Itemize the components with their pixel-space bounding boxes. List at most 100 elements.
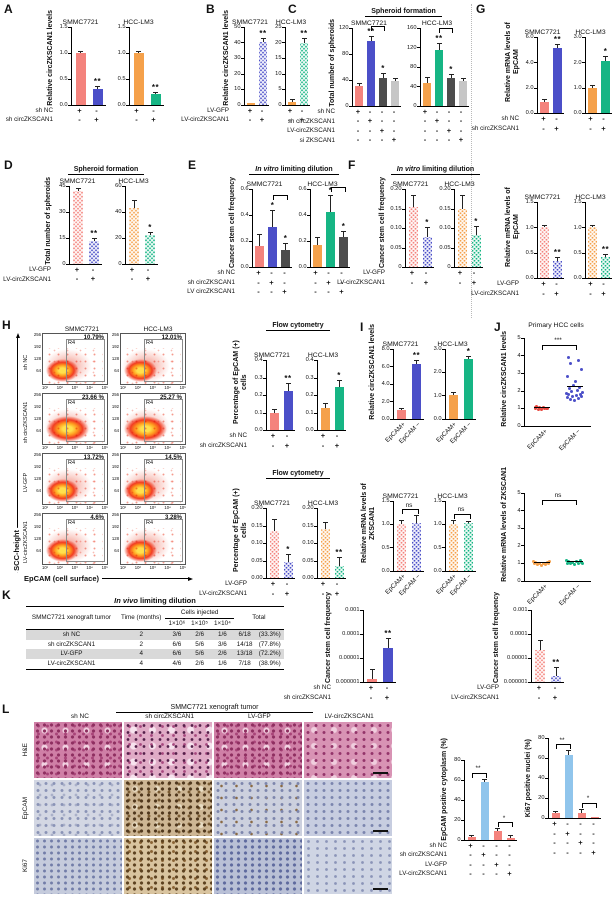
flow-plot: R4 10.79% bbox=[42, 333, 108, 385]
chart-group-title: Spheroid formation bbox=[54, 166, 158, 177]
plot-wrap: 0 20 40 60 80 ** * bbox=[534, 736, 601, 821]
spacer bbox=[338, 136, 352, 144]
tick-mark bbox=[241, 57, 244, 59]
subchart: HCC-LM3 0.0 1.0 2.0 3.0 * bbox=[430, 341, 476, 422]
flow-y-tick: 256 bbox=[33, 512, 41, 517]
y-axis-label-cell: Relative circZKSCAN1 levels bbox=[4, 10, 56, 106]
gate-box: R4 bbox=[66, 518, 106, 562]
bracket-label: * bbox=[502, 814, 506, 822]
tick-mark bbox=[521, 372, 524, 374]
spacer bbox=[534, 849, 548, 857]
condition-sign: - bbox=[248, 115, 252, 125]
subchart: HCC-LM3 0 40 80 120 160 ** * bbox=[406, 20, 469, 109]
scale-bar bbox=[373, 772, 388, 774]
error-bar-cap bbox=[301, 38, 307, 40]
plot-area: *** bbox=[464, 759, 517, 841]
condition-sign: - bbox=[327, 287, 330, 297]
tick-label: 0.20 bbox=[390, 186, 402, 193]
data-point bbox=[581, 561, 584, 565]
plot-area: ** bbox=[285, 26, 310, 106]
flow-x-tick: 10¹ bbox=[42, 565, 49, 570]
condition-row-label: LV-GFP bbox=[477, 684, 499, 692]
panel-letter-G: G bbox=[476, 2, 486, 16]
histology-row-label: Ki67 bbox=[22, 859, 29, 873]
plot-wrap: 0 1 2 3 4 5 ns bbox=[510, 467, 604, 584]
significance-label: * bbox=[148, 222, 152, 232]
tick-label: 0.15 bbox=[390, 205, 402, 212]
cell-dose: 3/6 bbox=[165, 629, 189, 640]
significance-label: ** bbox=[553, 248, 562, 258]
tick-label: 40 bbox=[454, 796, 461, 803]
y-axis: 0.0 0.5 1.0 1.5 bbox=[570, 200, 585, 281]
tick-label: 120 bbox=[407, 44, 417, 51]
condition-signs-group: - - + bbox=[295, 288, 348, 296]
error-bar-stem bbox=[555, 811, 556, 813]
comparison-bracket bbox=[330, 187, 346, 193]
condition-row-label: LV-GFP bbox=[497, 280, 519, 288]
bar bbox=[553, 48, 562, 113]
error-bar-cap bbox=[424, 227, 430, 229]
tick-label: 0.0 bbox=[59, 102, 68, 109]
density-speckles bbox=[121, 408, 182, 444]
tick-label: 0.001 bbox=[345, 607, 360, 614]
tick-mark bbox=[442, 348, 445, 350]
condition-signs-group: - + bbox=[388, 279, 433, 287]
condition-sign: - bbox=[270, 287, 273, 297]
error-bar-stem bbox=[324, 403, 326, 409]
significance-label: ** bbox=[93, 77, 102, 87]
density-speckles bbox=[43, 468, 104, 504]
error-bar-cap bbox=[542, 99, 547, 101]
header-dose: 1×10⁶ bbox=[168, 619, 186, 627]
plot-wrap: 0.0 0.5 1.0 1.5 ns bbox=[430, 498, 476, 574]
spacer bbox=[272, 116, 284, 124]
error-bar-cap bbox=[95, 86, 100, 88]
condition-signs-group: - - + - bbox=[405, 127, 467, 135]
error-bar-stem bbox=[461, 195, 463, 210]
error-bar-stem bbox=[285, 243, 286, 251]
condition-signs-group: + - bbox=[334, 684, 395, 692]
table-head: SMMC7721 xenograft tumor Time (months) Cel… bbox=[26, 608, 284, 630]
bar bbox=[457, 209, 467, 268]
data-point bbox=[568, 387, 571, 391]
cell-group: LV-GFP bbox=[26, 649, 117, 660]
condition-sign: - bbox=[555, 114, 558, 123]
condition-signs-group: - + bbox=[272, 116, 308, 124]
subcharts: SMMC7721 0 15 30 45 ** HCC-LM3 0 20 40 60 * bbox=[54, 177, 158, 267]
data-point bbox=[565, 558, 568, 562]
tick-label: 0 bbox=[278, 102, 282, 109]
bar-chart-limiting-dilution-sh: In vitro limiting dilution Cancer stem ce… bbox=[187, 166, 350, 297]
plot-area: ** bbox=[69, 185, 102, 265]
tick-label: 0 bbox=[345, 103, 349, 110]
plot-area: ** bbox=[393, 348, 424, 420]
subcharts: 0 20 40 60 80 ** * bbox=[450, 738, 517, 843]
tick-mark bbox=[545, 798, 548, 799]
condition-sign: + bbox=[368, 683, 374, 693]
cell-time: 2 bbox=[116, 629, 166, 640]
spacer bbox=[405, 136, 419, 144]
error-bar-stem bbox=[382, 73, 384, 79]
tick-label: 0.05 bbox=[439, 244, 451, 251]
flow-x-tick: 10⁵ bbox=[179, 565, 186, 570]
condition-signs-group: + - bbox=[54, 266, 101, 274]
bar bbox=[269, 530, 279, 578]
data-point bbox=[566, 374, 569, 378]
cell-dose: 3/6 bbox=[218, 640, 227, 648]
histology-tile bbox=[34, 838, 122, 894]
condition-sign: + bbox=[578, 838, 583, 847]
error-bar-stem bbox=[510, 836, 511, 839]
y-axis-label: Relative circZKSCAN1 levels bbox=[368, 324, 376, 420]
condition-sign: - bbox=[380, 106, 384, 116]
error-bar-cap bbox=[466, 356, 471, 358]
error-bar-stem bbox=[80, 51, 81, 53]
plot-area: ns bbox=[393, 500, 424, 572]
spacer bbox=[405, 127, 419, 135]
gate-percentage: 13.72% bbox=[83, 455, 104, 461]
panel-divider-dotted bbox=[471, 4, 472, 318]
subcharts: SMMC7721 0.0 0.5 1.0 1.5 ns HCC-LM3 0.0 0.5 1.0 1.… bbox=[378, 474, 476, 574]
x-axis-arrow-head bbox=[188, 576, 194, 581]
condition-signs-row: + - + - bbox=[250, 579, 346, 589]
condition-row-label: sh circZKSCAN1 bbox=[5, 116, 53, 124]
plot-area: * bbox=[317, 360, 346, 431]
condition-sign: - bbox=[592, 838, 595, 847]
condition-sign: - bbox=[392, 125, 396, 135]
